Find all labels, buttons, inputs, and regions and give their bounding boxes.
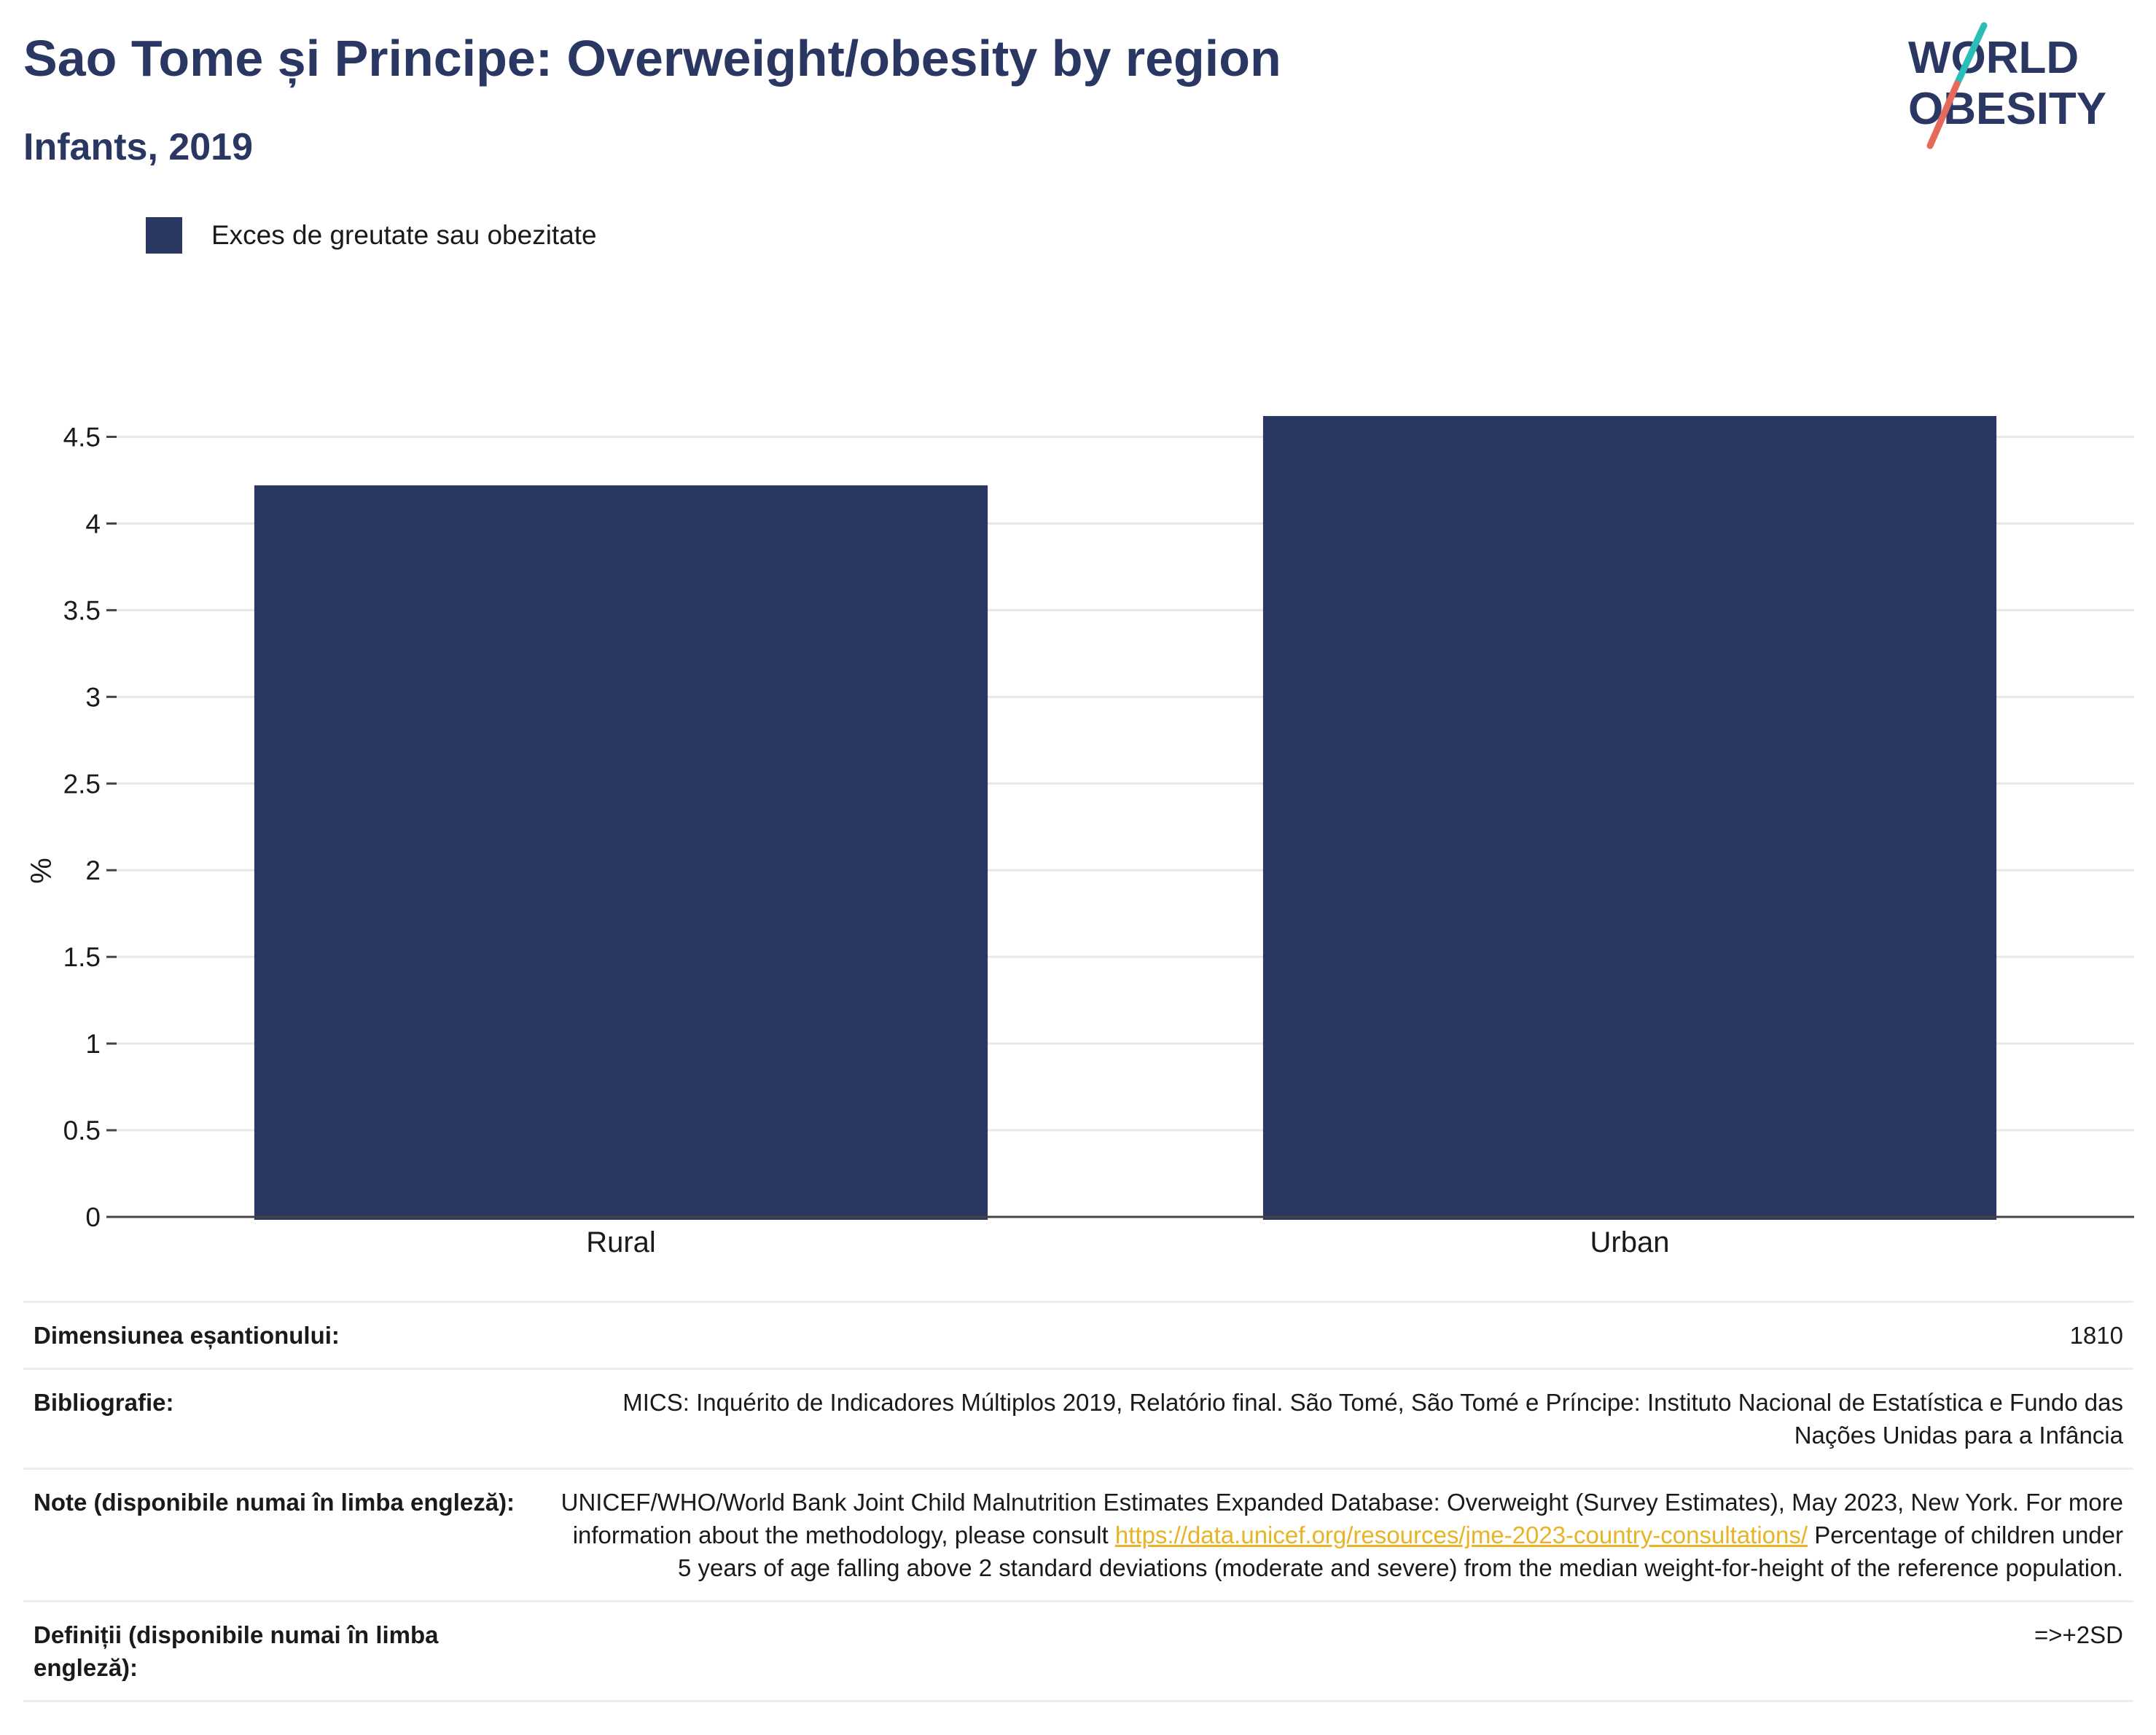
y-tick-label: 4 (85, 509, 101, 538)
definitions-value: =>+2SD (2034, 1621, 2123, 1648)
logo-line1: WORLD (1908, 33, 2079, 83)
logo-slash-bottom-icon (1926, 80, 1961, 149)
bar-rural (254, 485, 988, 1220)
meta-row-notes: Note (disponibile numai în limba engleză… (23, 1470, 2133, 1602)
axes: 0 0.5 1 1.5 2 2.5 3 3.5 4 4.5% Rural Urban (26, 422, 2134, 1258)
sample-size-value: 1810 (2069, 1322, 2123, 1349)
chart-title: Sao Tome și Principe: Overweight/obesity… (23, 30, 1281, 87)
x-tick-label: Rural (586, 1226, 656, 1258)
legend-label: Exces de greutate sau obezitate (211, 220, 597, 250)
chart-legend[interactable]: Exces de greutate sau obezitate (146, 215, 597, 256)
y-axis-label: % (26, 858, 58, 884)
x-tick-label: Urban (1590, 1226, 1670, 1258)
world-obesity-logo[interactable]: WORLD OBESITY (1895, 22, 2143, 153)
notes-text-before: UNICEF/WHO/World Bank Joint Child Malnut… (561, 1489, 2123, 1548)
definitions-label: Definiții (disponibile numai în limba en… (34, 1621, 439, 1681)
meta-row-definitions: Definiții (disponibile numai în limba en… (23, 1602, 2133, 1702)
y-tick-label: 0.5 (63, 1116, 101, 1145)
bar-urban (1262, 415, 1997, 1221)
notes-text-after: Percentage of children under 5 years of … (677, 1521, 2123, 1581)
y-tick-label: 0 (85, 1202, 101, 1232)
y-tick-label: 2 (85, 855, 101, 885)
y-tick-label: 3 (85, 682, 101, 712)
y-tick-label: 3.5 (63, 595, 101, 625)
bibliography-value: MICS: Inquérito de Indicadores Múltiplos… (622, 1389, 2123, 1449)
y-tick-label: 2.5 (63, 769, 101, 799)
chart-subtitle: Infants, 2019 (23, 126, 254, 168)
bar-chart: 0 0.5 1 1.5 2 2.5 3 3.5 4 4.5% Rural Urban (26, 415, 2134, 1258)
notes-value: UNICEF/WHO/World Bank Joint Child Malnut… (558, 1486, 2123, 1584)
legend-swatch (146, 217, 182, 254)
bibliography-label: Bibliografie: (34, 1389, 174, 1416)
notes-link[interactable]: https://data.unicef.org/resources/jme-20… (1114, 1521, 1808, 1548)
logo-slash-top-icon (1953, 22, 1988, 87)
meta-row-sample-size: Dimensiunea eșantionului: 1810 (23, 1303, 2133, 1370)
sample-size-label: Dimensiunea eșantionului: (34, 1322, 340, 1349)
meta-row-bibliography: Bibliografie: MICS: Inquérito de Indicad… (23, 1370, 2133, 1470)
bars (254, 415, 1997, 1221)
y-tick-label: 4.5 (63, 422, 101, 452)
y-tick-label: 1 (85, 1029, 101, 1059)
y-tick-label: 1.5 (63, 942, 101, 972)
notes-label: Note (disponibile numai în limba engleză… (34, 1489, 515, 1516)
metadata-table: Dimensiunea eșantionului: 1810 Bibliogra… (23, 1301, 2133, 1702)
